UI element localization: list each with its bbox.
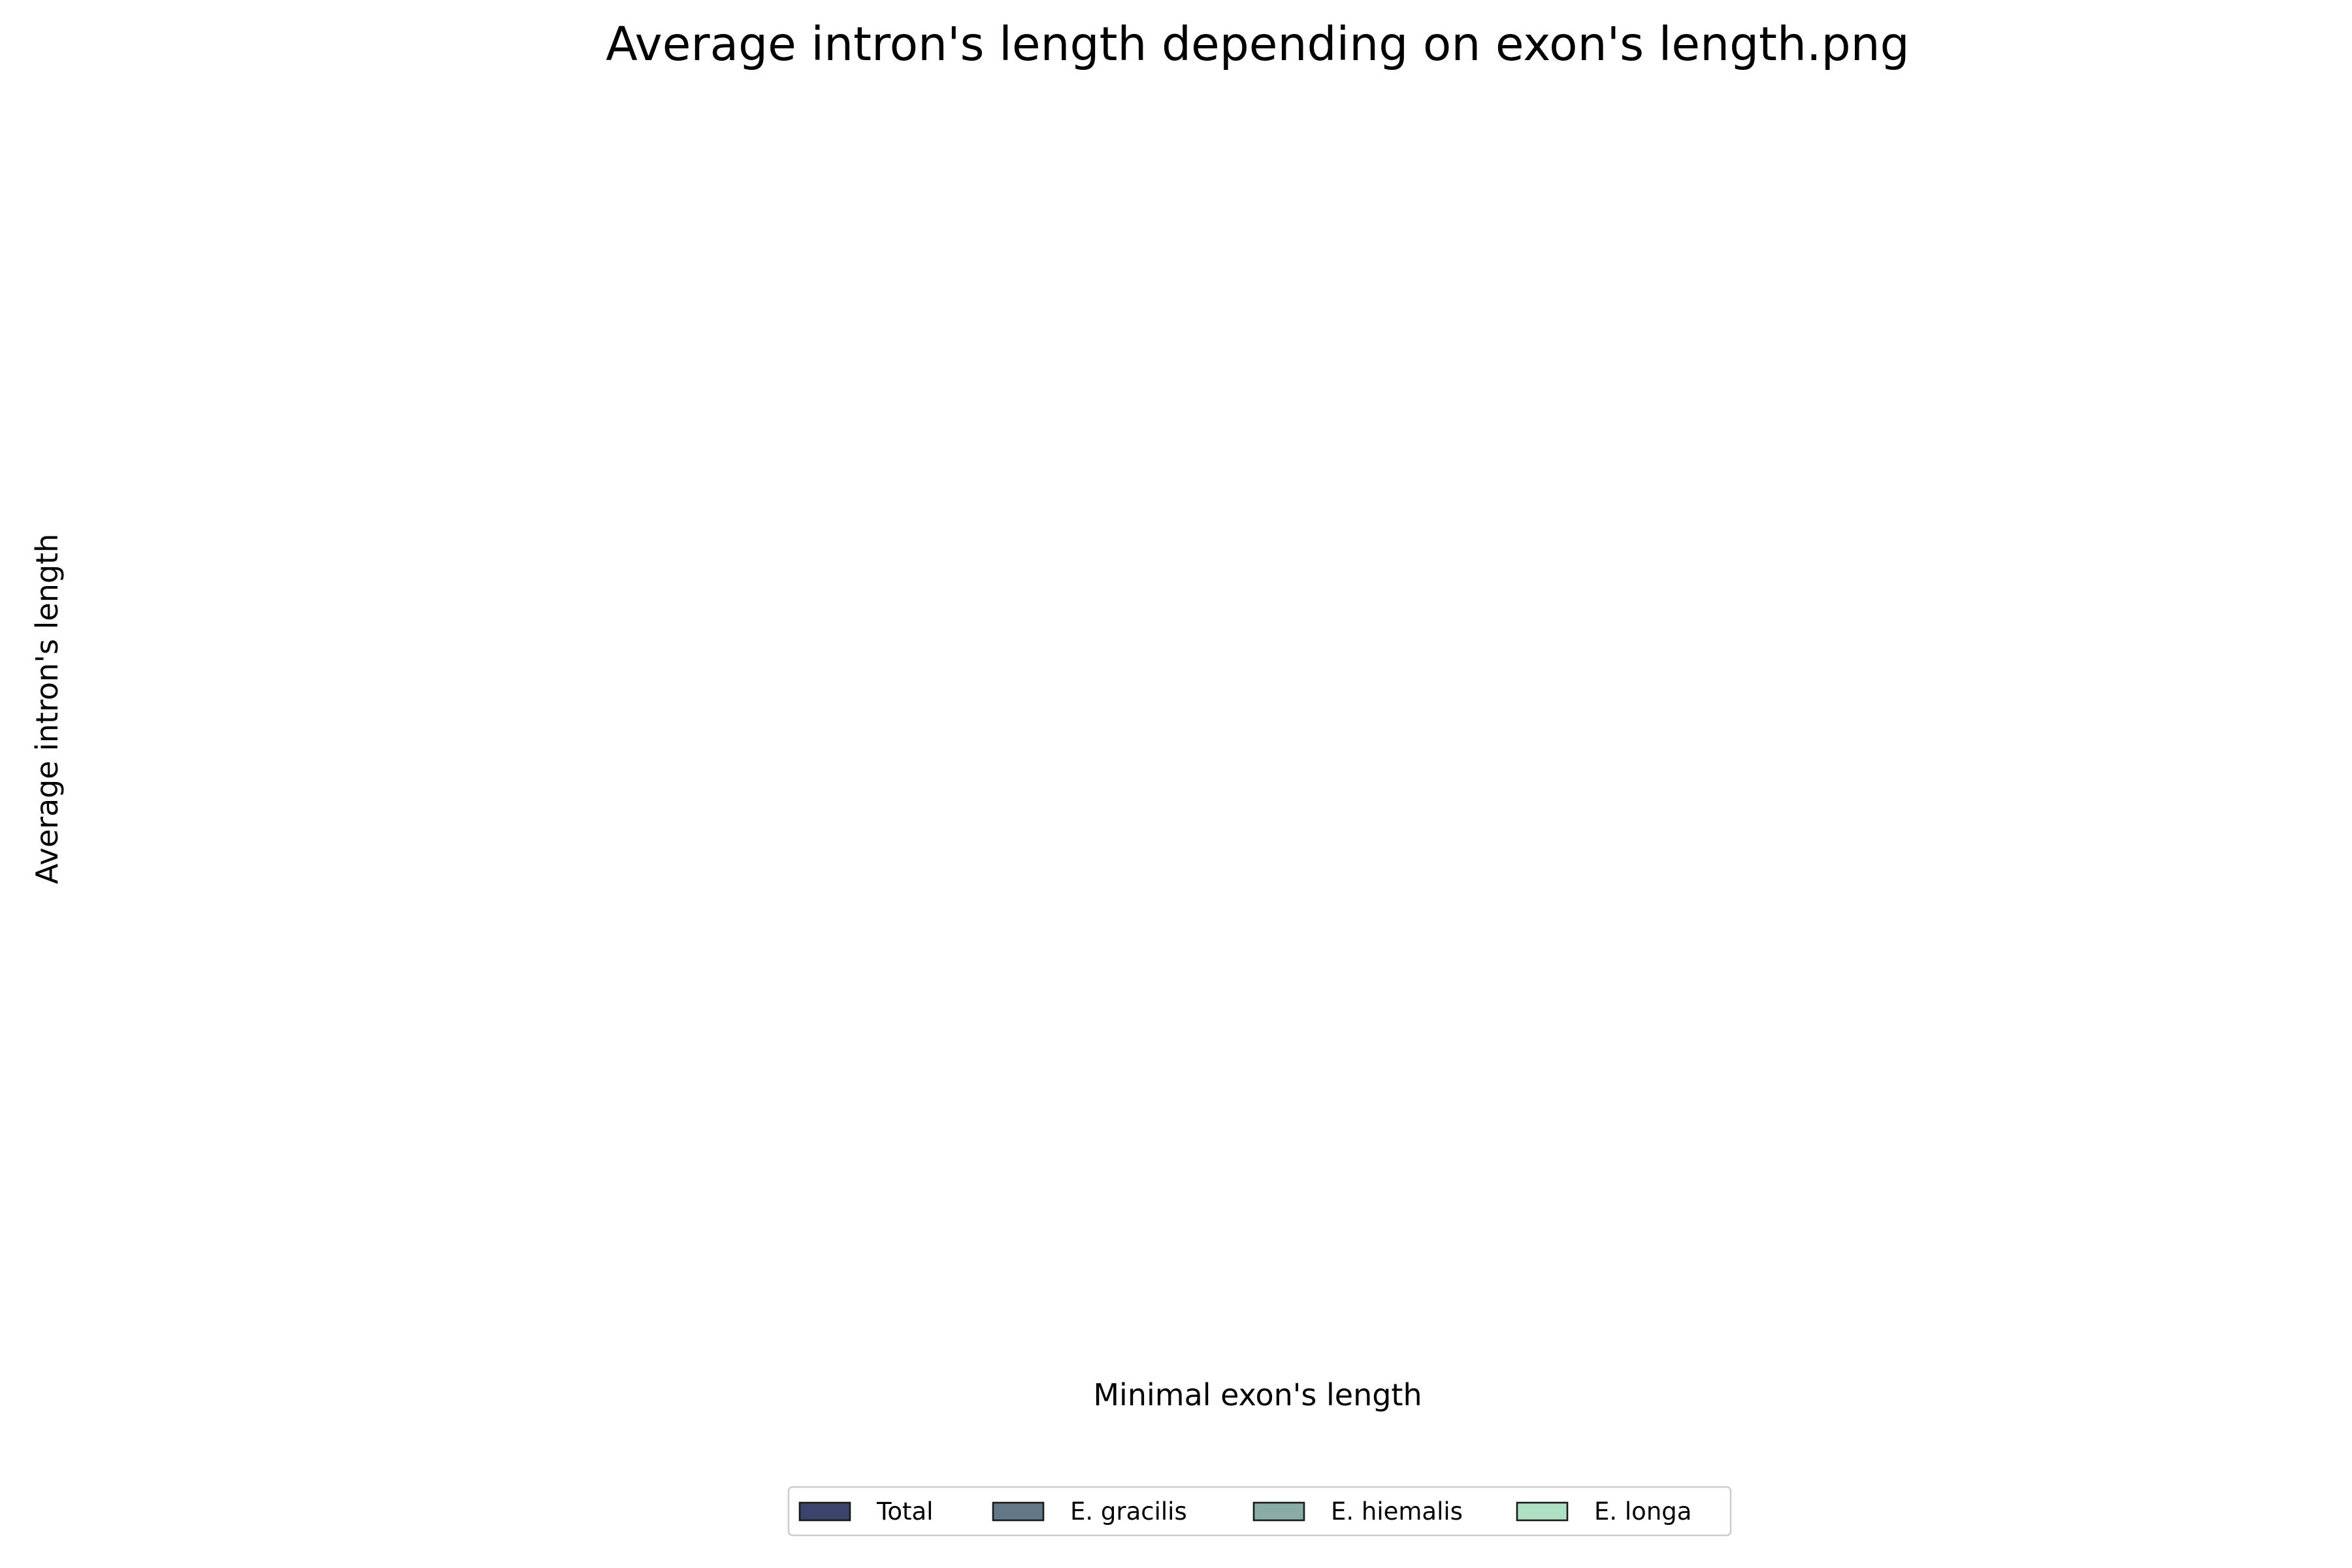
chart-title: Average intron's length depending on exo… bbox=[606, 17, 1909, 71]
x-axis-label: Minimal exon's length bbox=[1093, 1377, 1422, 1413]
legend-swatch bbox=[1516, 1501, 1569, 1522]
legend-label: Total bbox=[876, 1497, 933, 1526]
legend-label: E. gracilis bbox=[1070, 1497, 1187, 1526]
y-axis-label: Average intron's length bbox=[29, 534, 65, 885]
legend-label: E. longa bbox=[1594, 1497, 1691, 1526]
legend-swatch bbox=[798, 1501, 851, 1522]
legend: Total E. gracilis E. hiemalis E. longa bbox=[787, 1486, 1732, 1537]
legend-swatch bbox=[1252, 1501, 1305, 1522]
legend-label: E. hiemalis bbox=[1331, 1497, 1463, 1526]
legend-swatch bbox=[992, 1501, 1045, 1522]
